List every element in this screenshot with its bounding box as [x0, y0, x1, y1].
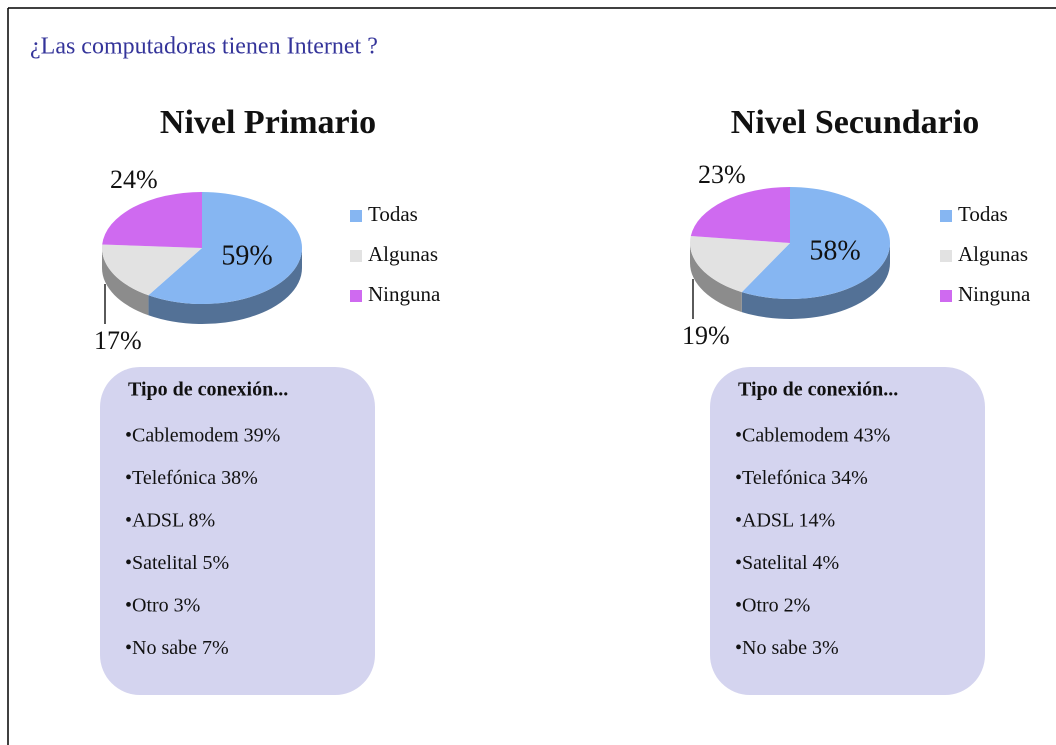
legend-swatch — [940, 250, 952, 262]
legend-label: Ninguna — [368, 282, 441, 306]
value-label: 24% — [110, 165, 158, 194]
pie-slice — [102, 244, 202, 296]
value-label: 23% — [698, 160, 746, 189]
box-title: Tipo de conexión... — [128, 379, 288, 401]
slice-side — [148, 248, 302, 324]
value-label: 58% — [809, 235, 860, 266]
pie-slice — [690, 187, 790, 243]
legend-label: Todas — [958, 202, 1008, 226]
pie-slice — [102, 192, 202, 248]
legend-label: Ninguna — [958, 282, 1031, 306]
chart-title: Nivel Secundario — [731, 104, 979, 141]
box-title: Tipo de conexión... — [738, 379, 898, 401]
slice-side — [102, 248, 149, 316]
info-box — [100, 367, 375, 695]
value-label: 59% — [221, 240, 272, 271]
legend-label: Algunas — [368, 242, 438, 266]
slice-side — [741, 243, 890, 319]
box-item: •Satelital 5% — [125, 552, 229, 574]
box-item: •Cablemodem 39% — [125, 425, 280, 447]
value-label: 19% — [682, 321, 730, 350]
legend-label: Todas — [368, 202, 418, 226]
legend-swatch — [350, 290, 362, 302]
box-item: •ADSL 8% — [125, 510, 215, 532]
legend-swatch — [940, 290, 952, 302]
legend-swatch — [350, 210, 362, 222]
legend-swatch — [350, 250, 362, 262]
pie-slice — [148, 191, 303, 304]
legend-label: Algunas — [958, 242, 1028, 266]
box-item: •No sabe 3% — [735, 637, 839, 659]
box-item: •Telefónica 34% — [735, 467, 868, 489]
slice-side — [690, 243, 742, 313]
box-item: •Cablemodem 43% — [735, 425, 890, 447]
legend-swatch — [940, 210, 952, 222]
box-item: •Satelital 4% — [735, 552, 839, 574]
pie-slice — [741, 187, 890, 299]
box-item: •No sabe 7% — [125, 637, 229, 659]
page-title: ¿Las computadoras tienen Internet ? — [30, 34, 378, 60]
pie-slice — [690, 235, 790, 293]
box-item: •Otro 3% — [125, 595, 200, 617]
box-item: •ADSL 14% — [735, 510, 835, 532]
chart-title: Nivel Primario — [160, 104, 376, 141]
info-box — [710, 367, 985, 695]
box-item: •Otro 2% — [735, 595, 810, 617]
box-item: •Telefónica 38% — [125, 467, 258, 489]
value-label: 17% — [94, 326, 142, 355]
